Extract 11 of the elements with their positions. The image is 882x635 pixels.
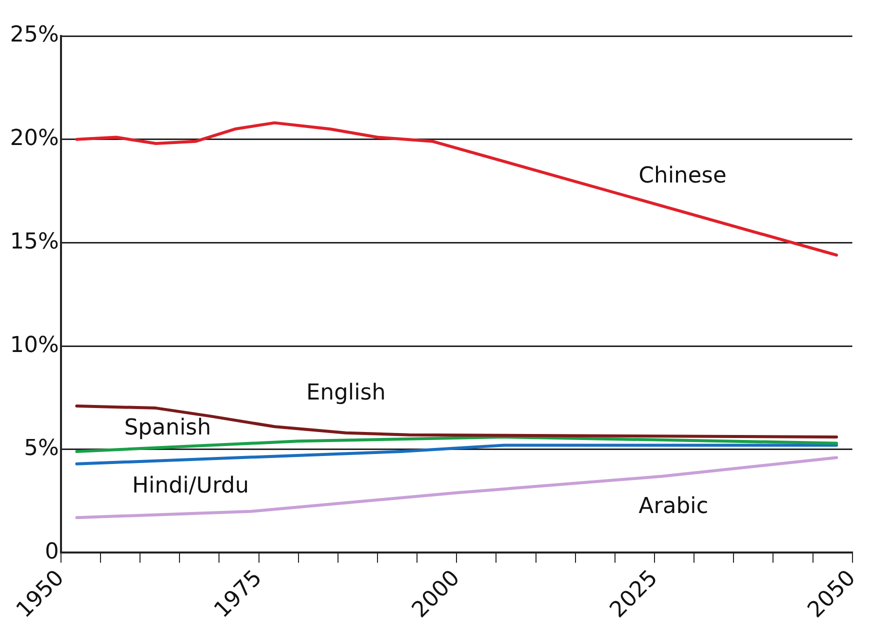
y-tick-label: 5% [24,436,59,462]
series-label: Arabic [638,494,708,519]
y-tick-label: 0 [44,539,59,564]
y-tick-label: 20% [10,126,59,152]
series-label: Hindi/Urdu [132,473,249,498]
series-label: Spanish [124,415,212,440]
series-label: English [306,380,386,406]
y-tick-label: 25% [10,22,59,48]
y-tick-label: 15% [10,229,59,254]
y-tick-label: 10% [10,332,59,358]
series-label: Chinese [638,163,727,188]
